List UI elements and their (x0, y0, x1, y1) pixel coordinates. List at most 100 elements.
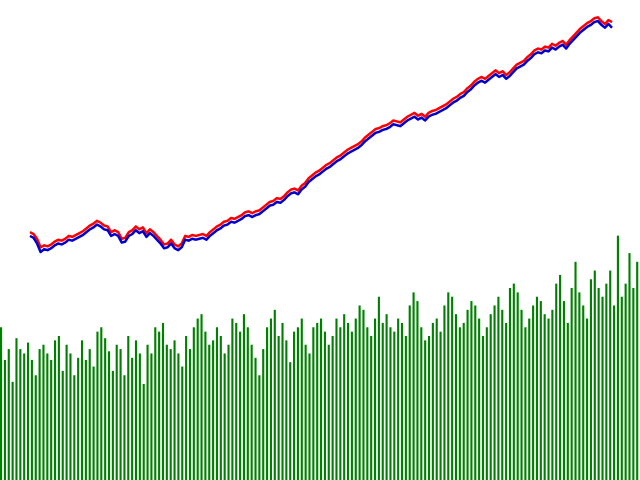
volume-bar (77, 357, 80, 480)
volume-bar (350, 331, 353, 480)
volume-bar (92, 366, 95, 480)
volume-bar (562, 301, 566, 480)
volume-bar (385, 314, 388, 480)
volume-bar (400, 322, 404, 480)
volume-bar (73, 375, 76, 480)
volume-bar (601, 296, 604, 480)
volume-bar (239, 331, 242, 480)
volume-bar (23, 353, 26, 480)
volume-bar (300, 318, 303, 480)
volume-bar (620, 296, 623, 480)
volume-bar (362, 309, 365, 480)
volume-bar (377, 296, 380, 480)
volume-bar (485, 327, 488, 480)
volume-bar (566, 322, 569, 480)
volume-bar (65, 344, 68, 480)
volume-bar (393, 331, 396, 480)
volume-bar (254, 357, 257, 480)
volume-bar (57, 336, 60, 480)
volume-bar (115, 344, 118, 480)
volume-bar (570, 288, 573, 480)
volume-bar (397, 318, 400, 480)
volume-bar (227, 344, 230, 480)
volume-bar (624, 283, 627, 480)
volume-bar (555, 283, 558, 480)
volume-bar (266, 327, 269, 480)
volume-bar (551, 309, 554, 480)
volume-bar (427, 336, 431, 480)
volume-bar (212, 340, 215, 480)
volume-bar (458, 327, 461, 480)
volume-bar (158, 331, 161, 480)
volume-bar (42, 344, 45, 480)
volume-bar (53, 340, 57, 480)
volume-bar (185, 336, 188, 480)
volume-bar (462, 322, 465, 480)
volume-bar (578, 292, 581, 480)
volume-bar (593, 270, 596, 480)
volume-bar (96, 331, 99, 480)
volume-bar (609, 270, 612, 480)
volume-bar (150, 353, 153, 480)
volume-bar (208, 344, 211, 480)
volume-bar (3, 360, 6, 480)
volume-bar (293, 331, 296, 480)
volume-bar (528, 318, 531, 480)
volume-bar (289, 362, 292, 480)
price-line-blue (29, 19, 613, 254)
volume-bar (312, 327, 315, 480)
volume-bar (219, 336, 222, 480)
volume-bar (146, 344, 149, 480)
volume-bar (84, 360, 87, 480)
volume-bar (34, 375, 37, 480)
volume-bar (373, 318, 377, 480)
volume-bar (443, 305, 446, 480)
volume-bar (100, 327, 103, 480)
volume-bar (165, 344, 168, 480)
volume-bar (0, 327, 3, 480)
volume-bars (0, 235, 639, 480)
price-lines (29, 16, 613, 254)
volume-bar (370, 336, 373, 480)
volume-bar (358, 305, 361, 480)
volume-bar (559, 274, 562, 480)
volume-bar (628, 253, 631, 480)
volume-bar (38, 349, 41, 480)
volume-bar (493, 305, 496, 480)
volume-bar (188, 349, 192, 480)
volume-bar (308, 353, 311, 480)
volume-bar (296, 327, 299, 480)
volume-bar (11, 381, 14, 480)
volume-bar (547, 318, 550, 480)
volume-bar (582, 305, 585, 480)
volume-bar (181, 366, 184, 480)
volume-bar (474, 305, 477, 480)
volume-bar (250, 344, 253, 480)
volume-bar (470, 301, 473, 480)
volume-bar (354, 318, 357, 480)
volume-bar (412, 292, 415, 480)
volume-bar (285, 340, 288, 480)
volume-bar (7, 349, 10, 480)
volume-bar (246, 327, 249, 480)
volume-bar (15, 338, 18, 480)
volume-bar (200, 314, 203, 480)
volume-bar (30, 360, 33, 480)
volume-bar (501, 309, 504, 480)
volume-bar (154, 327, 157, 480)
volume-bar (331, 336, 334, 480)
volume-bar (574, 261, 577, 480)
volume-bar (532, 305, 535, 480)
volume-bar (316, 322, 319, 480)
volume-bar (616, 235, 619, 480)
volume-bar (508, 288, 512, 480)
volume-bar (88, 349, 91, 480)
volume-bar (535, 296, 539, 480)
volume-bar (447, 292, 450, 480)
volume-bar (539, 301, 542, 480)
volume-bar (478, 318, 481, 480)
volume-bar (223, 353, 226, 480)
volume-bar (516, 292, 519, 480)
volume-bar (215, 327, 219, 480)
volume-bar (489, 314, 492, 480)
